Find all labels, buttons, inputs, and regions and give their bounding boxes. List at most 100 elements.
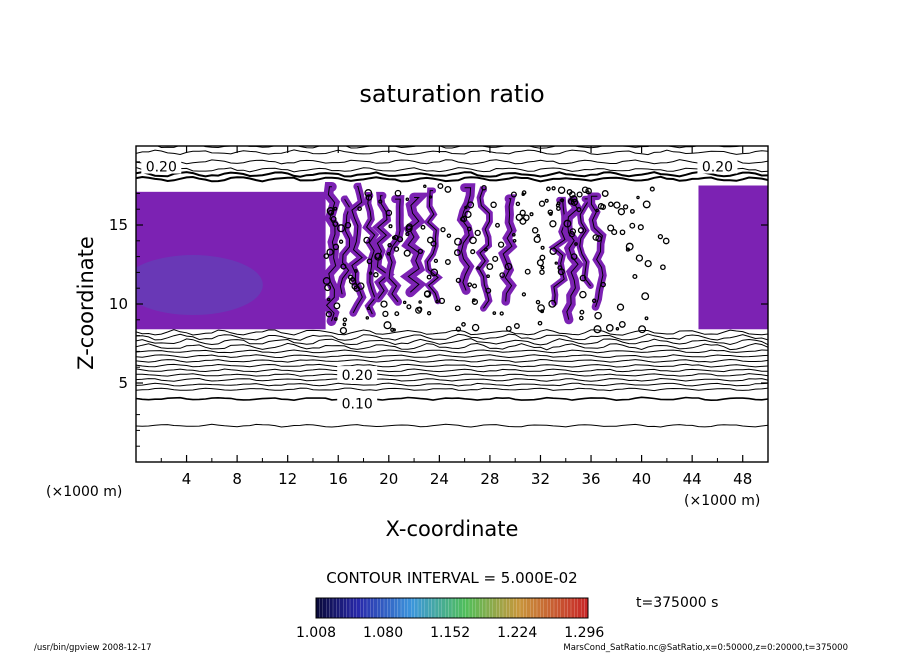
footer-right: MarsCond_SatRatio.nc@SatRatio,x=0:50000,… [563, 643, 848, 653]
contour-blob [467, 201, 475, 209]
colorbar-cell [414, 598, 419, 618]
colorbar-cell [489, 598, 494, 618]
colorbar-cell [577, 598, 582, 618]
contour-blob [380, 300, 388, 308]
contour-blob [420, 224, 426, 230]
contour-blob [433, 258, 439, 264]
supersat-streak-outline-14 [590, 195, 604, 308]
contour-blob [607, 224, 615, 232]
contour-blob [365, 316, 370, 320]
contour-blob [390, 327, 395, 332]
contour-line-lower-6 [136, 358, 768, 363]
contour-blob [340, 263, 347, 270]
supersat-streak-14 [587, 192, 607, 311]
contour-line-lower-1 [136, 333, 768, 341]
contour-blob [549, 247, 557, 255]
contour-blob [471, 283, 478, 289]
contour-line-lower-5 [136, 354, 768, 359]
contour-blob [342, 317, 348, 322]
y-tick-label-1: 10 [109, 295, 128, 313]
contour-blob [354, 269, 358, 273]
colorbar-cell [465, 598, 470, 618]
x-tick-label-3: 16 [329, 470, 348, 488]
contour-blob [619, 229, 626, 236]
contour-blob [444, 259, 451, 265]
contour-blob [510, 191, 517, 198]
x-axis-unit-left: (×1000 m) [46, 484, 122, 500]
colorbar-cell [530, 598, 534, 618]
contour-line-lower-9 [136, 373, 768, 377]
contour-blob [660, 264, 666, 271]
colorbar-cell [482, 598, 487, 618]
contour-blob [486, 274, 490, 279]
supersat-streak-outline-0 [325, 186, 337, 322]
contour-blob [368, 271, 373, 275]
contour-label-bg [337, 394, 378, 411]
colorbar-cell [526, 598, 531, 618]
colorbar-cell [356, 598, 361, 618]
contour-blob [474, 229, 481, 237]
contour-line-upper-4 [136, 171, 768, 178]
contour-blob [585, 190, 590, 195]
y-axis-label: Z-coordinate [74, 236, 98, 370]
contour-blob [338, 239, 344, 244]
colorbar-cell [567, 598, 572, 618]
contour-blob [616, 303, 625, 311]
contour-blob [617, 208, 626, 216]
contour-blob [464, 205, 468, 210]
contour-blob [641, 292, 650, 301]
colorbar-cell [455, 598, 460, 618]
contour-label-bg [337, 366, 378, 383]
contour-blob [324, 284, 332, 292]
contour-blob [342, 322, 347, 327]
supersat-streak-outline-4 [376, 195, 390, 299]
contour-blob [383, 321, 392, 330]
contour-blob [636, 195, 640, 200]
colorbar-cell [479, 598, 483, 618]
contour-blob [333, 206, 338, 211]
contour-blob [423, 184, 427, 189]
contour-blob [365, 194, 373, 201]
contour-line-lower-12 [136, 387, 768, 392]
colorbar-cell [431, 598, 436, 618]
contour-line-upper-0 [156, 146, 768, 149]
contour-blob [519, 217, 527, 225]
contour-blob [499, 272, 506, 278]
contour-blob [574, 242, 578, 246]
contour-blob [453, 249, 461, 257]
contour-blob [467, 282, 473, 288]
contour-blob [393, 234, 399, 241]
contour-blob [403, 249, 411, 257]
colorbar-cell [329, 598, 334, 618]
contour-blob [591, 298, 597, 304]
contour-blob [405, 197, 410, 201]
colorbar-cell [421, 598, 426, 618]
colorbar-cell [452, 598, 456, 618]
contour-blob [446, 233, 452, 238]
supersat-streak-11 [548, 196, 569, 307]
colorbar-tick-label-3: 1.224 [497, 625, 537, 641]
colorbar-cell [445, 598, 449, 618]
contour-blob [605, 324, 614, 332]
contour-blob [428, 195, 433, 199]
contour-blob [557, 186, 566, 194]
contour-blob [481, 184, 487, 191]
x-tick-label-5: 24 [430, 470, 449, 488]
colorbar-cell [543, 598, 548, 618]
contour-blob [394, 189, 402, 197]
x-tick-label-9: 40 [632, 470, 651, 488]
colorbar-cell [557, 598, 562, 618]
contour-blob [536, 259, 544, 267]
contour-blob [568, 198, 575, 205]
colorbar-cell [367, 598, 371, 618]
colorbar-cell [499, 598, 504, 618]
contour-blob [437, 183, 444, 190]
contour-blob [597, 203, 605, 210]
contour-blob [638, 325, 647, 334]
contour-blob [460, 216, 466, 222]
colorbar-cell [438, 598, 443, 618]
contour-blob [579, 309, 585, 315]
contour-blob [536, 233, 540, 238]
contour-blob [555, 203, 560, 208]
colorbar-tick-label-4: 1.296 [564, 625, 604, 641]
